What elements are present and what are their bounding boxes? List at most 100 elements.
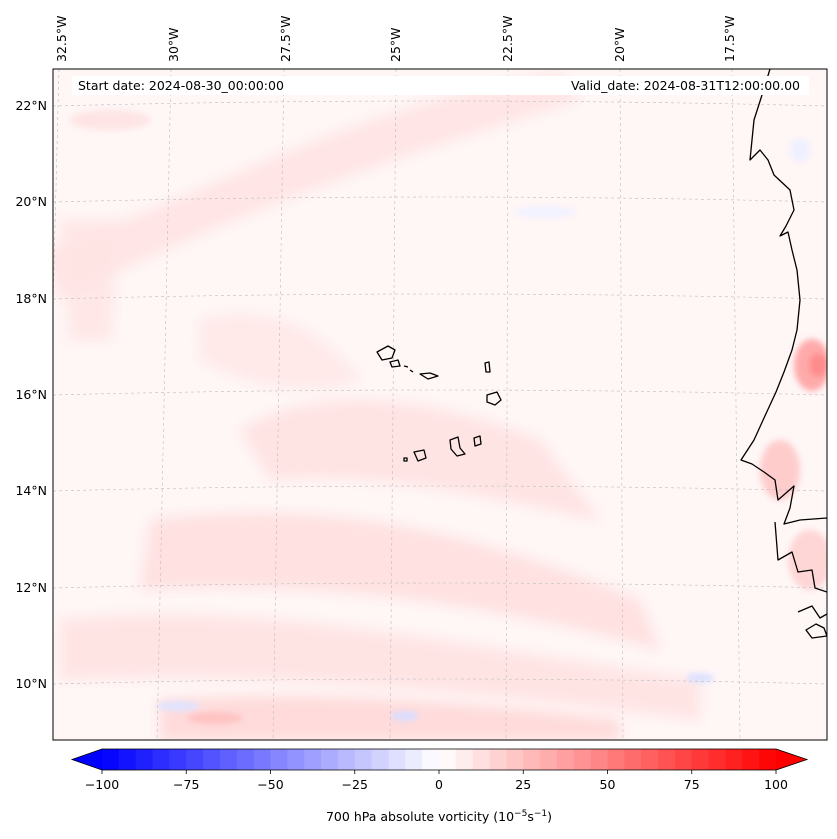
colorbar-tick-label: 100 [764,777,788,792]
lon-label: 32.5°W [54,16,69,62]
vorticity-patch [788,530,827,590]
colorbar-segment [253,749,271,770]
colorbar-segments [102,749,777,770]
colorbar-tick-label: −25 [342,777,368,792]
lon-label: 17.5°W [722,16,737,62]
colorbar-segment [304,749,322,770]
colorbar-segment [691,749,709,770]
island-outline [419,372,439,380]
parallel-line [53,100,827,107]
colorbar-max-extension [776,749,807,770]
colorbar-segment [405,749,423,770]
island-outline [409,369,414,373]
parallel-line [53,582,827,589]
date-annotation-background [72,76,809,95]
parallel-line [53,196,827,203]
colorbar-segment [556,749,575,770]
coastline-segment [805,623,827,639]
vorticity-min [790,138,810,162]
colorbar-segment [388,749,406,770]
colorbar-segment [472,749,490,770]
island-outline [389,359,401,368]
colorbar-segment [135,749,153,770]
vorticity-min [515,206,575,218]
colorbar-segment [624,749,642,770]
lon-label: 30°W [166,27,181,62]
colorbar-segment [590,749,608,770]
meridian-line [731,69,741,740]
map-panel: Start date: 2024-08-30_00:00:00 Valid_da… [53,69,827,740]
colorbar-segment [607,749,625,770]
colorbar-tick-label: 50 [600,777,616,792]
colorbar-segment [203,749,221,770]
colorbar-segment [641,749,659,770]
colorbar: −100 −75 −50 −25 0 25 50 75 100 700 hPa absolute… [70,748,809,824]
colorbar-segment [489,749,507,770]
island-outline [403,457,408,462]
vorticity-min [391,711,419,721]
parallel-line [53,293,827,300]
colorbar-segment [219,749,238,770]
lat-label: 12°N [15,580,47,595]
colorbar-tick-label: 0 [435,777,443,792]
lat-label: 22°N [15,98,47,113]
colorbar-label: 700 hPa absolute vorticity (10−5s−1) [326,809,552,824]
meridian-line [156,69,172,740]
island-outline [413,449,427,462]
colorbar-segment [354,749,372,770]
island-outline [449,436,466,457]
island-outline [403,365,409,368]
colorbar-segment [523,749,541,770]
meridian-line [619,69,624,740]
lon-label: 22.5°W [500,16,515,62]
island-outline [486,391,502,406]
colorbar-ticks: −100 −75 −50 −25 0 25 50 75 100 [85,770,788,792]
west-africa-coastline [740,69,827,525]
colorbar-min-extension [72,749,102,770]
colorbar-segment [658,749,676,770]
parallel-line [53,678,827,685]
colorbar-tick-label: 75 [684,777,700,792]
coastlines [376,69,827,639]
colorbar-segment [725,749,743,770]
colorbar-segment [287,749,305,770]
colorbar-segment [708,749,726,770]
vorticity-band [60,614,700,720]
vorticity-patch [187,712,243,724]
vorticity-band [53,72,580,300]
parallel-line [53,485,827,492]
vorticity-band [140,512,660,650]
vorticity-max [809,353,827,377]
colorbar-segment [270,749,288,770]
colorbar-segment [169,749,187,770]
colorbar-segment [321,749,339,770]
colorbar-segment [439,749,457,770]
colorbar-segment [540,749,558,770]
colorbar-segment [422,749,440,770]
coastline-segment [797,605,827,619]
start-date-label: Start date: 2024-08-30_00:00:00 [78,78,284,93]
colorbar-segment [186,749,204,770]
vorticity-band [200,314,360,389]
colorbar-segment [102,749,120,770]
vorticity-min [156,701,200,711]
colorbar-segment [337,749,356,770]
colorbar-segment [455,749,474,770]
colorbar-segment [236,749,255,770]
lon-label: 25°W [388,27,403,62]
meridian-line [272,69,285,740]
latitude-labels: 22°N 20°N 18°N 16°N 14°N 12°N 10°N [15,98,47,691]
map-frame [52,68,828,741]
vorticity-min [686,673,714,683]
vorticity-patch [70,110,150,130]
colorbar-tick-label: 25 [515,777,531,792]
lon-label: 27.5°W [278,16,293,62]
vorticity-band [60,220,120,340]
lat-label: 16°N [15,387,47,402]
lat-label: 18°N [15,291,47,306]
colorbar-segment [573,749,592,770]
meridian-line [389,69,397,740]
island-outline [484,361,491,373]
colorbar-segment [674,749,693,770]
island-outline [376,345,396,361]
